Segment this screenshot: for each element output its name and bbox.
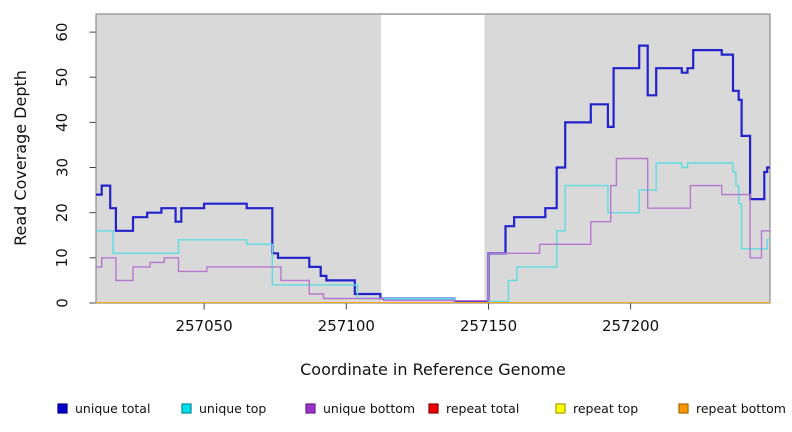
y-axis-title: Read Coverage Depth bbox=[11, 70, 30, 246]
legend-label: repeat bottom bbox=[696, 401, 786, 416]
y-tick-label: 0 bbox=[53, 298, 71, 308]
y-tick-label: 20 bbox=[53, 203, 71, 222]
gap-region-band bbox=[381, 15, 485, 302]
y-tick-label: 10 bbox=[53, 248, 71, 267]
legend-label: unique bottom bbox=[323, 401, 415, 416]
x-tick-label: 257200 bbox=[602, 317, 659, 335]
y-tick-label: 50 bbox=[53, 68, 71, 87]
x-tick-label: 257100 bbox=[318, 317, 375, 335]
series-line-unique-total bbox=[96, 44, 770, 303]
legend-label: repeat top bbox=[573, 401, 638, 416]
series-line-unique-top bbox=[96, 162, 770, 303]
y-tick-label: 40 bbox=[53, 113, 71, 132]
y-tick-label: 30 bbox=[53, 158, 71, 177]
legend-swatch-unique-total bbox=[57, 403, 68, 414]
legend-label: unique total bbox=[75, 401, 150, 416]
legend-swatch-unique-top bbox=[181, 403, 192, 414]
legend-label: unique top bbox=[199, 401, 266, 416]
legend: unique total unique top unique bottom repea… bbox=[57, 401, 786, 416]
legend-swatch-unique-bottom bbox=[305, 403, 316, 414]
x-axis-ticks: 257050 257100 257150 257200 bbox=[175, 303, 659, 335]
x-tick-label: 257150 bbox=[460, 317, 517, 335]
series-line-unique-bottom bbox=[96, 157, 770, 302]
legend-label: repeat total bbox=[446, 401, 519, 416]
legend-swatch-repeat-bottom bbox=[678, 403, 689, 414]
legend-swatch-repeat-total bbox=[428, 403, 439, 414]
y-tick-label: 60 bbox=[53, 23, 71, 42]
x-axis-title: Coordinate in Reference Genome bbox=[300, 360, 566, 379]
series-lines bbox=[96, 44, 770, 303]
y-axis-ticks: 0 10 20 30 40 50 60 bbox=[53, 23, 96, 308]
legend-swatch-repeat-top bbox=[555, 403, 566, 414]
x-tick-label: 257050 bbox=[175, 317, 232, 335]
